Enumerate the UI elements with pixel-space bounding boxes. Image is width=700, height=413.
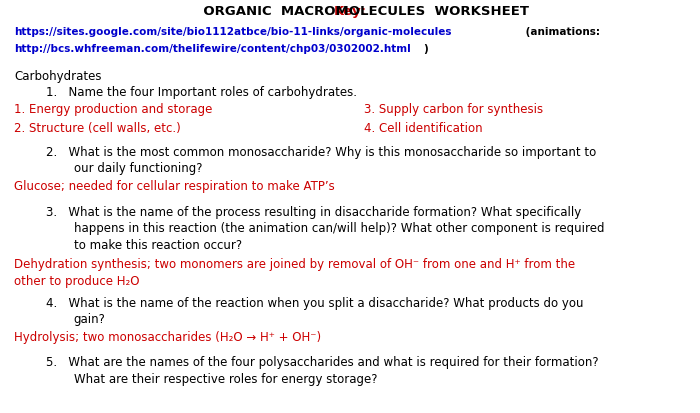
Text: (animations:: (animations:	[522, 27, 599, 37]
Text: 5.   What are the names of the four polysaccharides and what is required for the: 5. What are the names of the four polysa…	[46, 355, 598, 368]
Text: Hydrolysis; two monosaccharides (H₂O → H⁺ + OH⁻): Hydrolysis; two monosaccharides (H₂O → H…	[14, 330, 321, 343]
Text: Glucose; needed for cellular respiration to make ATP’s: Glucose; needed for cellular respiration…	[14, 180, 335, 192]
Text: 3. Supply carbon for synthesis: 3. Supply carbon for synthesis	[364, 102, 543, 115]
Text: other to produce H₂O: other to produce H₂O	[14, 274, 139, 287]
Text: happens in this reaction (the animation can/will help)? What other component is : happens in this reaction (the animation …	[74, 222, 604, 235]
Text: http://bcs.whfreeman.com/thelifewire/content/chp03/0302002.html: http://bcs.whfreeman.com/thelifewire/con…	[14, 44, 411, 54]
Text: 1.   Name the four Important roles of carbohydrates.: 1. Name the four Important roles of carb…	[46, 85, 356, 98]
Text: to make this reaction occur?: to make this reaction occur?	[74, 238, 242, 251]
Text: gain?: gain?	[74, 313, 106, 325]
Text: ORGANIC  MACROMOLECULES  WORKSHEET: ORGANIC MACROMOLECULES WORKSHEET	[171, 5, 529, 18]
Text: 3.   What is the name of the process resulting in disaccharide formation? What s: 3. What is the name of the process resul…	[46, 205, 581, 218]
Text: What are their respective roles for energy storage?: What are their respective roles for ener…	[74, 372, 377, 385]
Text: https://sites.google.com/site/bio1112atbce/bio-11-links/organic-molecules: https://sites.google.com/site/bio1112atb…	[14, 27, 452, 37]
Text: 2. Structure (cell walls, etc.): 2. Structure (cell walls, etc.)	[14, 122, 181, 135]
Text: ): )	[424, 44, 428, 54]
Text: Carbohydrates: Carbohydrates	[14, 70, 101, 83]
Text: 4.   What is the name of the reaction when you split a disaccharide? What produc: 4. What is the name of the reaction when…	[46, 296, 583, 309]
Text: our daily functioning?: our daily functioning?	[74, 162, 202, 175]
Text: 1. Energy production and storage: 1. Energy production and storage	[14, 102, 212, 115]
Text: 2.   What is the most common monosaccharide? Why is this monosaccharide so impor: 2. What is the most common monosaccharid…	[46, 145, 596, 158]
Text: Dehydration synthesis; two monomers are joined by removal of OH⁻ from one and H⁺: Dehydration synthesis; two monomers are …	[14, 257, 575, 270]
Text: 4. Cell identification: 4. Cell identification	[364, 122, 482, 135]
Text: Key:: Key:	[333, 5, 367, 18]
